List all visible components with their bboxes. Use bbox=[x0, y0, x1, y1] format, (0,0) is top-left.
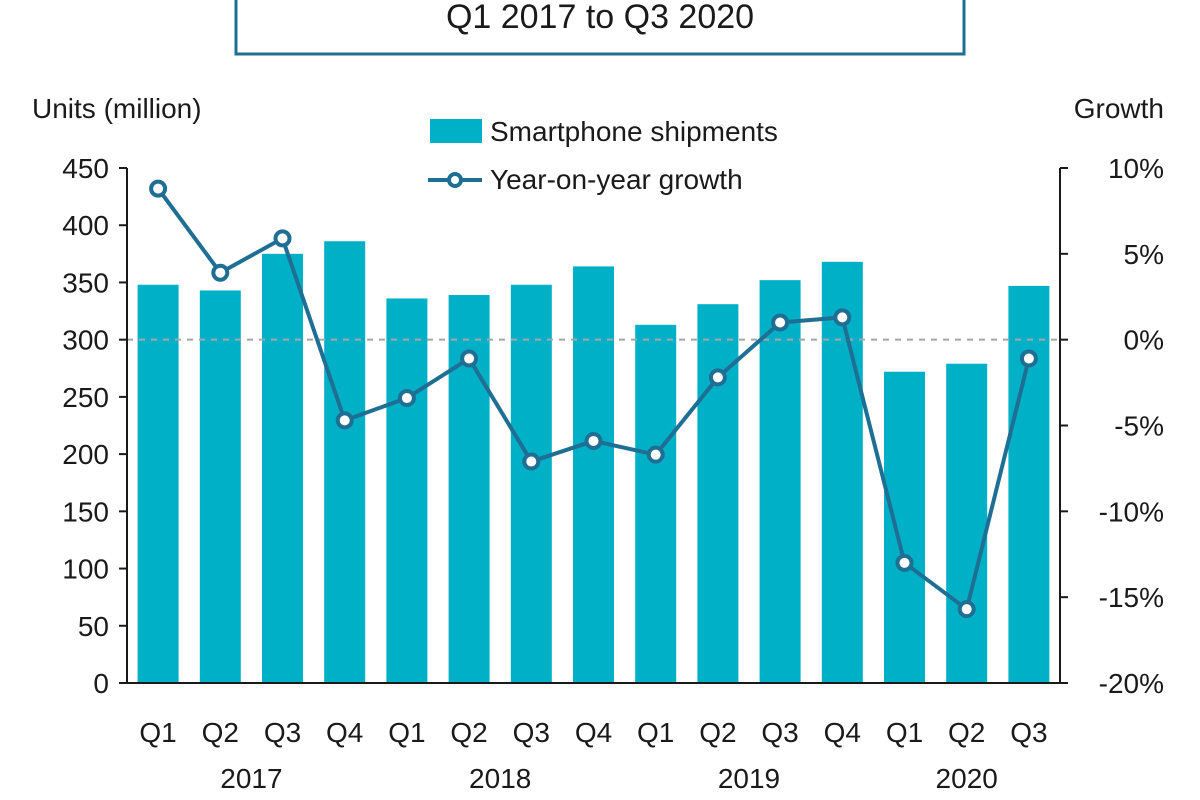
quarter-label: Q3 bbox=[264, 717, 301, 748]
left-tick-label: 250 bbox=[62, 382, 109, 413]
right-tick-label: -15% bbox=[1099, 582, 1164, 613]
legend-label-growth: Year-on-year growth bbox=[490, 164, 743, 195]
left-tick-label: 200 bbox=[62, 439, 109, 470]
quarter-label: Q3 bbox=[513, 717, 550, 748]
quarter-label: Q2 bbox=[948, 717, 985, 748]
right-tick-label: 0% bbox=[1124, 325, 1164, 356]
quarter-label: Q2 bbox=[450, 717, 487, 748]
left-tick-label: 300 bbox=[62, 325, 109, 356]
growth-point bbox=[1019, 349, 1038, 368]
right-tick-label: 5% bbox=[1124, 239, 1164, 270]
shipment-bar bbox=[386, 298, 428, 683]
growth-point bbox=[646, 445, 665, 464]
shipment-bar bbox=[697, 304, 739, 683]
shipment-bar bbox=[884, 371, 925, 683]
legend: Smartphone shipments Year-on-year growth bbox=[428, 116, 778, 195]
left-tick-label: 350 bbox=[62, 267, 109, 298]
growth-point bbox=[397, 389, 416, 408]
year-label: 2020 bbox=[936, 763, 998, 794]
growth-point bbox=[211, 263, 230, 282]
right-tick-label: -10% bbox=[1099, 496, 1164, 527]
right-axis-title: Growth bbox=[1074, 93, 1164, 124]
quarter-label: Q1 bbox=[637, 717, 674, 748]
quarter-label: Q4 bbox=[824, 717, 861, 748]
shipment-bar bbox=[635, 324, 677, 683]
shipment-bar bbox=[510, 284, 552, 683]
year-label: 2018 bbox=[469, 763, 531, 794]
quarter-label: Q4 bbox=[326, 717, 363, 748]
legend-swatch-bar bbox=[430, 119, 482, 143]
quarter-label: Q2 bbox=[202, 717, 239, 748]
left-tick-label: 400 bbox=[62, 210, 109, 241]
growth-point bbox=[335, 411, 354, 430]
quarter-label: Q3 bbox=[1010, 717, 1047, 748]
left-tick-label: 150 bbox=[62, 496, 109, 527]
shipment-bar bbox=[1008, 285, 1050, 683]
legend-marker-icon bbox=[447, 172, 463, 188]
growth-point bbox=[771, 313, 790, 332]
year-label: 2017 bbox=[220, 763, 282, 794]
quarter-label: Q2 bbox=[699, 717, 736, 748]
growth-point bbox=[273, 229, 292, 248]
growth-point bbox=[895, 553, 914, 572]
left-tick-label: 100 bbox=[62, 554, 109, 585]
left-tick-label: 0 bbox=[93, 668, 109, 699]
shipment-bar bbox=[262, 253, 303, 684]
chart-title: Q1 2017 to Q3 2020 bbox=[446, 0, 754, 36]
right-tick-label: -20% bbox=[1099, 668, 1164, 699]
growth-point bbox=[708, 368, 727, 387]
title-panel: Q1 2017 to Q3 2020 bbox=[234, 0, 966, 56]
right-tick-label: -5% bbox=[1114, 411, 1164, 442]
quarter-label: Q1 bbox=[886, 717, 923, 748]
shipment-bar bbox=[821, 261, 863, 683]
shipment-bar bbox=[573, 266, 614, 683]
quarter-label: Q4 bbox=[575, 717, 612, 748]
shipment-bar bbox=[324, 241, 366, 683]
quarter-label: Q1 bbox=[139, 717, 176, 748]
right-tick-label: 10% bbox=[1108, 153, 1164, 184]
legend-label-shipments: Smartphone shipments bbox=[490, 116, 778, 147]
plot-area: 0 50 100 150 200 250 300 350 400 450 -20% -15% -10% -… bbox=[62, 153, 1164, 794]
growth-point bbox=[957, 600, 976, 619]
quarter-label: Q1 bbox=[388, 717, 425, 748]
left-axis-title: Units (million) bbox=[32, 93, 202, 124]
year-label: 2019 bbox=[718, 763, 780, 794]
shipment-bar bbox=[946, 363, 988, 683]
left-tick-label: 50 bbox=[78, 611, 109, 642]
growth-point bbox=[149, 179, 168, 198]
shipment-bar bbox=[199, 290, 241, 683]
title-box bbox=[234, 0, 966, 56]
shipment-bar bbox=[759, 280, 801, 683]
growth-point bbox=[833, 308, 852, 327]
growth-point bbox=[584, 431, 603, 450]
growth-point bbox=[522, 452, 541, 471]
shipment-bar bbox=[137, 284, 179, 683]
left-tick-label: 450 bbox=[62, 153, 109, 184]
growth-point bbox=[460, 349, 479, 368]
quarter-label: Q3 bbox=[761, 717, 798, 748]
